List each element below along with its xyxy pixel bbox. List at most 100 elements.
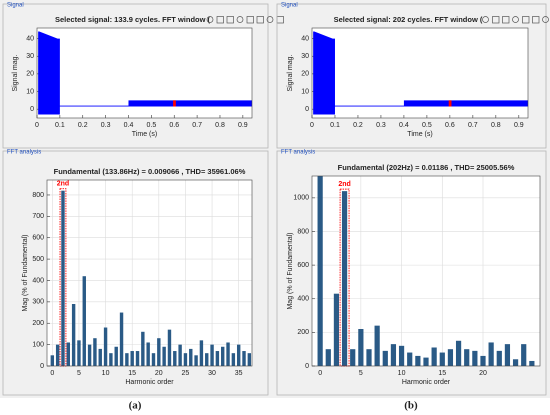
bar	[242, 351, 246, 366]
bar	[109, 353, 113, 366]
toolbar-icon[interactable]	[206, 16, 214, 23]
x-tick-label: 0.2	[78, 122, 88, 129]
x-tick-label: 25	[182, 370, 190, 377]
y-tick-label: 300	[32, 299, 44, 306]
bar	[496, 350, 502, 366]
annotation-label: 2nd	[338, 181, 350, 188]
icon-shape	[246, 16, 254, 24]
bar	[325, 349, 331, 366]
bar	[423, 357, 429, 366]
icon-shape	[266, 16, 274, 23]
toolbar-icon[interactable]	[256, 16, 264, 24]
bar	[398, 345, 405, 366]
icon-shape	[216, 16, 224, 24]
bar	[194, 355, 198, 366]
x-tick-label: 0.4	[124, 122, 134, 129]
bar	[71, 304, 76, 366]
icon-shape	[206, 16, 214, 23]
bar	[350, 349, 356, 366]
toolbar-icon[interactable]	[492, 16, 500, 24]
toolbar-icon[interactable]	[246, 16, 254, 24]
icon-shape	[512, 16, 519, 23]
group-title: Signal	[7, 3, 24, 9]
x-tick-label: 0.9	[238, 122, 248, 129]
bar	[415, 355, 421, 366]
bar	[226, 342, 230, 366]
x-tick-label: 0	[35, 122, 39, 129]
bar	[130, 351, 134, 366]
bar	[488, 342, 494, 366]
y-tick-label: 40	[26, 35, 34, 42]
toolbar-icon[interactable]	[216, 16, 224, 24]
x-tick-label: 0.7	[468, 122, 478, 129]
plot-area	[312, 176, 540, 366]
x-tick-label: 10	[398, 370, 406, 377]
bar	[512, 359, 519, 366]
plot-frame	[311, 27, 529, 119]
bar	[146, 342, 150, 366]
icon-shape	[522, 16, 530, 24]
toolbar-icon[interactable]	[236, 16, 244, 23]
signal-band	[38, 31, 252, 115]
toolbar-icon[interactable]	[512, 16, 519, 23]
y-tick-label: 100	[32, 341, 44, 348]
y-tick-label: 500	[32, 256, 44, 263]
bar	[221, 346, 225, 366]
toolbar-icon[interactable]	[532, 16, 540, 24]
x-tick-label: 0.8	[215, 122, 225, 129]
x-tick-label: 0	[50, 370, 54, 377]
bar	[358, 329, 364, 366]
x-tick-label: 15	[128, 370, 136, 377]
toolbar-icon[interactable]	[482, 16, 489, 23]
toolbar-icon[interactable]	[542, 16, 549, 23]
toolbar-icon[interactable]	[266, 16, 274, 23]
y-tick-label: 30	[26, 53, 34, 60]
bar	[215, 351, 220, 366]
plot-frame	[311, 175, 541, 367]
y-tick-label: 1000	[293, 195, 309, 202]
bar	[521, 344, 527, 366]
bar	[77, 340, 81, 366]
chart-title: Fundamental (133.86Hz) = 0.009066 , THD=…	[54, 167, 246, 176]
bar	[178, 344, 182, 366]
bar	[61, 190, 65, 366]
y-tick-label: 200	[297, 329, 309, 336]
bar	[66, 342, 71, 366]
y-tick-label: 600	[32, 235, 44, 242]
icon-shape	[542, 16, 549, 23]
bar	[407, 352, 413, 366]
bar	[141, 331, 145, 366]
bar	[82, 276, 86, 366]
x-tick-label: 0.7	[192, 122, 202, 129]
fft-window	[173, 100, 176, 107]
group-title: FFT analysis	[7, 150, 41, 156]
bar	[55, 344, 60, 366]
x-tick-label: 15	[438, 370, 446, 377]
bar	[247, 353, 252, 366]
toolbar-icon[interactable]	[522, 16, 530, 24]
x-tick-label: 20	[155, 370, 163, 377]
group-box	[276, 3, 547, 149]
icon-shape	[492, 16, 500, 24]
plot-area	[47, 180, 252, 366]
toolbar-icon[interactable]	[502, 16, 510, 24]
plot-frame	[46, 179, 253, 367]
bar	[231, 353, 236, 366]
x-tick-label: 5	[77, 370, 81, 377]
x-tick-label: 0.4	[399, 122, 409, 129]
toolbar-icon[interactable]	[226, 16, 234, 24]
x-tick-label: 0.1	[55, 122, 65, 129]
y-axis-label: Signal mag.	[287, 54, 294, 91]
chart-title: Selected signal: 133.9 cycles. FFT windo…	[55, 15, 211, 24]
y-tick-label: 800	[297, 228, 309, 235]
y-tick-label: 400	[297, 296, 309, 303]
y-axis-label: Signal mag.	[12, 54, 19, 91]
bar	[125, 353, 129, 366]
x-axis-label: Time (s)	[407, 131, 432, 138]
x-tick-label: 0.2	[353, 122, 363, 129]
bar	[210, 344, 214, 366]
y-tick-label: 800	[32, 192, 44, 199]
bar	[93, 338, 97, 366]
bar	[236, 344, 241, 366]
bar	[447, 349, 454, 366]
